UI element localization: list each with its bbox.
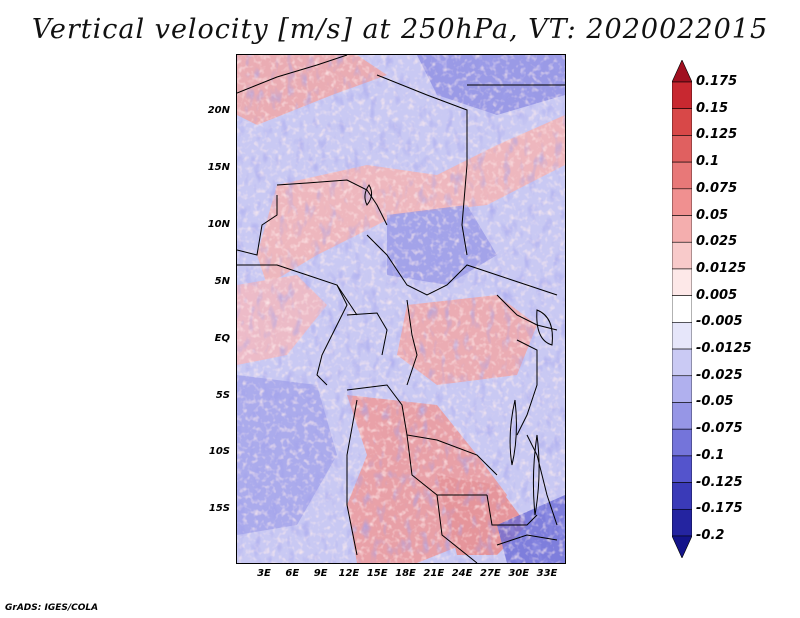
lat-label: EQ — [214, 332, 230, 344]
colorbar-swatch — [672, 322, 692, 350]
colorbar-swatch — [672, 215, 692, 243]
lon-label: 33E — [536, 568, 558, 579]
colorbar-level-label: 0.125 — [696, 127, 738, 143]
lakes — [364, 184, 553, 516]
colorbar-swatch — [672, 375, 692, 403]
colorbar-level-label: 0.005 — [696, 287, 738, 303]
colorbar-level-label: 0.025 — [696, 234, 738, 250]
lon-label: 12E — [338, 568, 360, 579]
colorbar-level-label: -0.125 — [696, 474, 743, 490]
lon-label: 18E — [395, 568, 416, 579]
colorbar-swatch — [672, 455, 692, 483]
colorbar-swatch — [672, 241, 692, 270]
lat-label: 5N — [214, 275, 230, 287]
lat-label: 15N — [207, 161, 230, 173]
lon-label: 21E — [423, 568, 445, 579]
map-plot-area — [236, 54, 566, 564]
colorbar-swatch — [672, 508, 692, 537]
colorbar-swatch — [672, 268, 692, 296]
colorbar-swatch — [672, 428, 692, 457]
colorbar-level-label: 0.0125 — [696, 260, 747, 276]
colorbar-swatch — [672, 161, 692, 190]
lon-label: 15E — [366, 568, 388, 579]
colorbar — [672, 60, 692, 558]
colorbar-level-label: 0.075 — [696, 180, 738, 196]
lon-label: 3E — [257, 568, 271, 579]
colorbar-swatch — [672, 535, 692, 558]
lat-label: 15S — [208, 503, 230, 515]
colorbar-swatch — [672, 482, 692, 510]
colorbar-swatch — [672, 108, 692, 136]
colorbar-level-label: -0.025 — [696, 367, 743, 383]
colorbar-level-label: -0.0125 — [696, 341, 752, 357]
lat-label: 10N — [207, 218, 230, 230]
colorbar-swatch — [672, 402, 692, 430]
colorbar-level-label: 0.175 — [696, 74, 738, 89]
colorbar-level-label: -0.175 — [696, 501, 743, 517]
colorbar-level-label: 0.1 — [696, 154, 720, 170]
colorbar-level-label: -0.005 — [696, 314, 743, 330]
colorbar-swatch — [672, 60, 692, 83]
colorbar-swatch — [672, 188, 692, 216]
colorbar-level-label: 0.15 — [696, 100, 729, 116]
lon-label: 24E — [451, 568, 473, 579]
lat-label: 5S — [215, 389, 230, 401]
colorbar-level-label: -0.1 — [696, 447, 725, 463]
colorbar-swatch — [672, 348, 692, 377]
lat-label: 20N — [207, 105, 230, 116]
velocity-noise-blue — [237, 55, 565, 563]
colorbar-level-label: -0.075 — [696, 421, 743, 437]
colorbar-level-label: -0.2 — [696, 528, 725, 543]
map-title: Vertical velocity [m/s] at 250hPa, VT: 2… — [31, 14, 769, 45]
colorbar-swatch — [672, 295, 692, 323]
grads-credit: GrADS: IGES/COLA — [5, 603, 99, 613]
colorbar-swatch — [672, 135, 692, 163]
colorbar-level-label: -0.05 — [696, 394, 734, 410]
lon-label: 9E — [313, 568, 328, 579]
colorbar-level-label: 0.05 — [696, 207, 729, 223]
lon-label: 6E — [285, 568, 300, 579]
country-borders — [237, 55, 565, 563]
lon-label: 30E — [508, 568, 530, 579]
lat-label: 10S — [208, 446, 230, 458]
lon-label: 27E — [480, 568, 501, 579]
colorbar-swatch — [672, 81, 692, 110]
